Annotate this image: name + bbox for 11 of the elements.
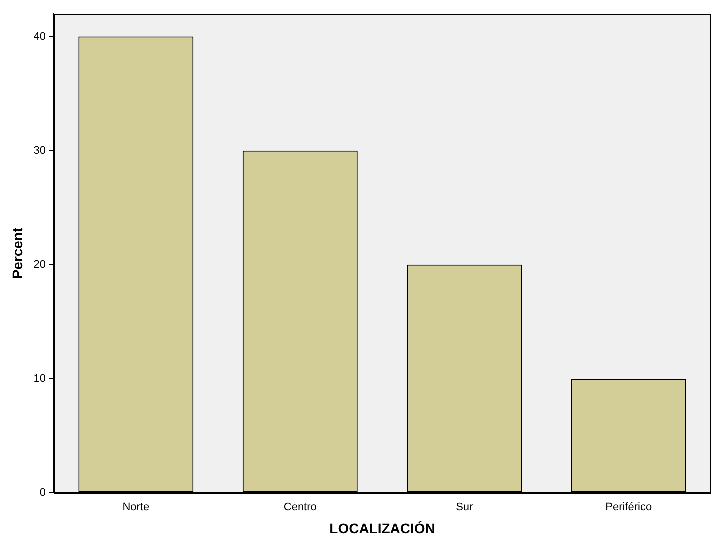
- y-tick-label: 30: [34, 144, 46, 157]
- y-tick-label: 20: [34, 258, 46, 271]
- y-tick-label: 10: [34, 372, 46, 385]
- x-tick-label: Sur: [456, 502, 474, 514]
- x-axis-title: LOCALIZACIÓN: [330, 520, 436, 536]
- x-tick-label: Centro: [284, 502, 317, 514]
- x-tick-label: Norte: [122, 502, 150, 514]
- x-tick-label: Periférico: [606, 502, 652, 514]
- y-axis-title: Percent: [9, 227, 26, 280]
- y-tick-label: 0: [40, 487, 46, 500]
- y-tick-label: 40: [34, 30, 46, 43]
